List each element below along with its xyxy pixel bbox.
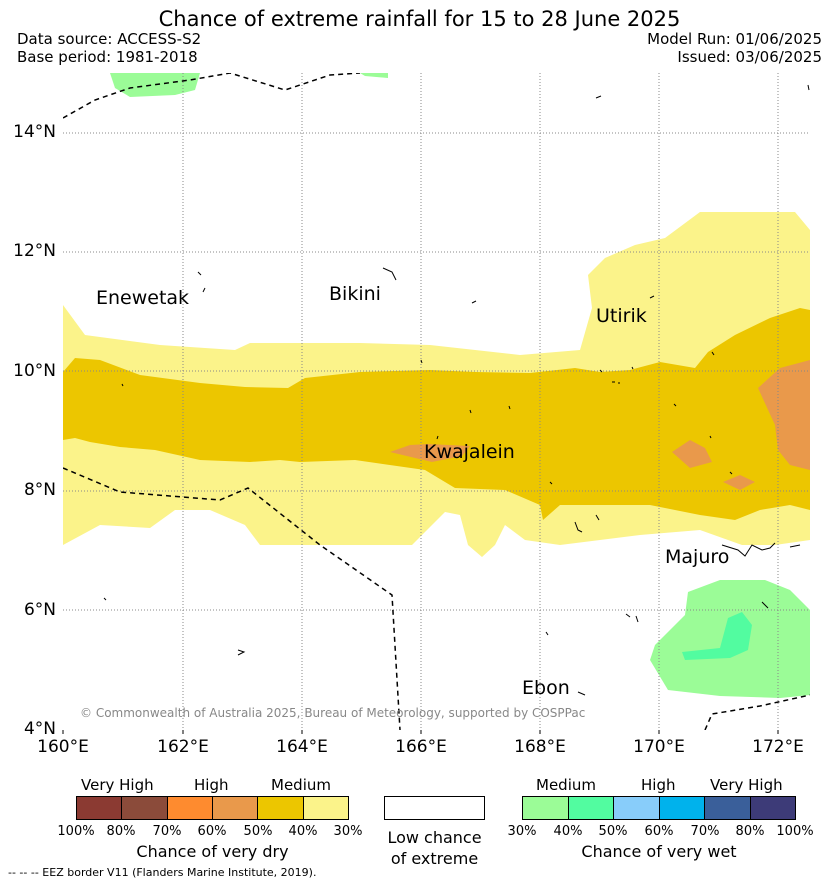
dry-high-region-kwajalein <box>390 444 470 462</box>
wet-swatch-80-100 <box>750 797 795 819</box>
legend-low-caption-line1: Low chance <box>387 828 482 847</box>
place-utirik: Utirik <box>596 305 647 327</box>
legend-wet-high: High <box>641 776 676 794</box>
lat-label-12n: 12°N <box>13 241 56 261</box>
legend-low-caption: Low chance of extreme <box>374 827 495 869</box>
legend-dry-colorbar <box>76 796 349 820</box>
wet-tick-60: 60% <box>644 824 674 839</box>
dry-swatch-30-40 <box>303 797 348 819</box>
lon-label-168e: 168°E <box>514 737 566 757</box>
wet-tick-80: 80% <box>735 824 765 839</box>
lon-label-162e: 162°E <box>157 737 209 757</box>
axis-ticks <box>62 730 779 734</box>
wet-swatch-30-40 <box>523 797 569 819</box>
legend-wet-very-high: Very High <box>710 776 783 794</box>
wet-tick-100: 100% <box>776 824 814 839</box>
dry-tick-40: 40% <box>288 824 318 839</box>
place-ebon: Ebon <box>522 677 570 699</box>
lon-label-164e: 164°E <box>276 737 328 757</box>
legend-wet-caption: Chance of very wet <box>581 842 737 861</box>
dry-tick-60: 60% <box>197 824 227 839</box>
lat-label-14n: 14°N <box>13 122 56 142</box>
wet-medium-region-north <box>110 73 200 97</box>
lat-label-8n: 8°N <box>23 480 56 500</box>
wet-tick-30: 30% <box>507 824 537 839</box>
eez-border-note: -- -- -- EEZ border V11 (Flanders Marine… <box>8 866 317 879</box>
wet-tick-50: 50% <box>598 824 628 839</box>
legend-dry-medium: Medium <box>271 776 331 794</box>
header-right: Model Run: 01/06/2025 Issued: 03/06/2025 <box>647 30 822 66</box>
dry-swatch-60-70 <box>167 797 213 819</box>
dry-high-region-east <box>758 360 810 470</box>
legend-low-caption-line2: of extreme <box>390 849 479 868</box>
islands <box>103 84 810 696</box>
dry-tick-30: 30% <box>333 824 363 839</box>
dry-tick-70: 70% <box>152 824 182 839</box>
lat-label-10n: 10°N <box>13 361 56 381</box>
lon-label-160e: 160°E <box>37 737 89 757</box>
legend-low-swatch <box>384 796 485 820</box>
wet-swatch-70-80 <box>705 797 751 819</box>
wet-medium-region-north-small <box>360 73 388 78</box>
dry-medium-inner-region <box>63 308 810 520</box>
wet-swatch-60-70 <box>659 797 705 819</box>
legend-wet-medium: Medium <box>536 776 596 794</box>
map-area <box>63 73 810 730</box>
wet-tick-40: 40% <box>553 824 583 839</box>
place-majuro: Majuro <box>665 546 730 568</box>
place-kwajalein: Kwajalein <box>424 441 515 463</box>
lon-label-170e: 170°E <box>633 737 685 757</box>
dry-high-region-tiny <box>723 475 755 490</box>
model-run: Model Run: 01/06/2025 <box>647 30 822 48</box>
dry-swatch-50-60 <box>212 797 259 819</box>
place-enewetak: Enewetak <box>96 287 190 309</box>
issued-date: Issued: 03/06/2025 <box>677 48 822 66</box>
lon-label-166e: 166°E <box>395 737 447 757</box>
legend-wet-colorbar <box>522 796 796 820</box>
wet-tick-70: 70% <box>690 824 720 839</box>
dry-tick-80: 80% <box>106 824 136 839</box>
data-source: Data source: ACCESS-S2 <box>17 30 202 48</box>
wet-medium-inner-region <box>682 612 752 660</box>
dry-tick-50: 50% <box>243 824 273 839</box>
wet-swatch-50-60 <box>614 797 660 819</box>
lat-label-6n: 6°N <box>23 600 56 620</box>
base-period: Base period: 1981-2018 <box>17 48 198 66</box>
header-left: Data source: ACCESS-S2 Base period: 1981… <box>17 30 201 66</box>
dry-swatch-70-80 <box>122 797 168 819</box>
eez-border <box>63 73 810 730</box>
dry-tick-100: 100% <box>57 824 95 839</box>
legend-dry-high: High <box>194 776 229 794</box>
dry-swatch-40-50 <box>258 797 304 819</box>
lon-label-172e: 172°E <box>752 737 804 757</box>
wet-swatch-40-50 <box>568 797 614 819</box>
copyright-notice: © Commonwealth of Australia 2025, Bureau… <box>80 706 586 720</box>
place-bikini: Bikini <box>329 283 381 305</box>
dry-swatch-80-100 <box>77 797 123 819</box>
lat-label-4n: 4°N <box>23 719 56 739</box>
map-title: Chance of extreme rainfall for 15 to 28 … <box>158 7 681 31</box>
legend-dry-very-high: Very High <box>81 776 154 794</box>
dry-high-region-small <box>672 440 712 468</box>
legend-dry-caption: Chance of very dry <box>136 842 289 861</box>
